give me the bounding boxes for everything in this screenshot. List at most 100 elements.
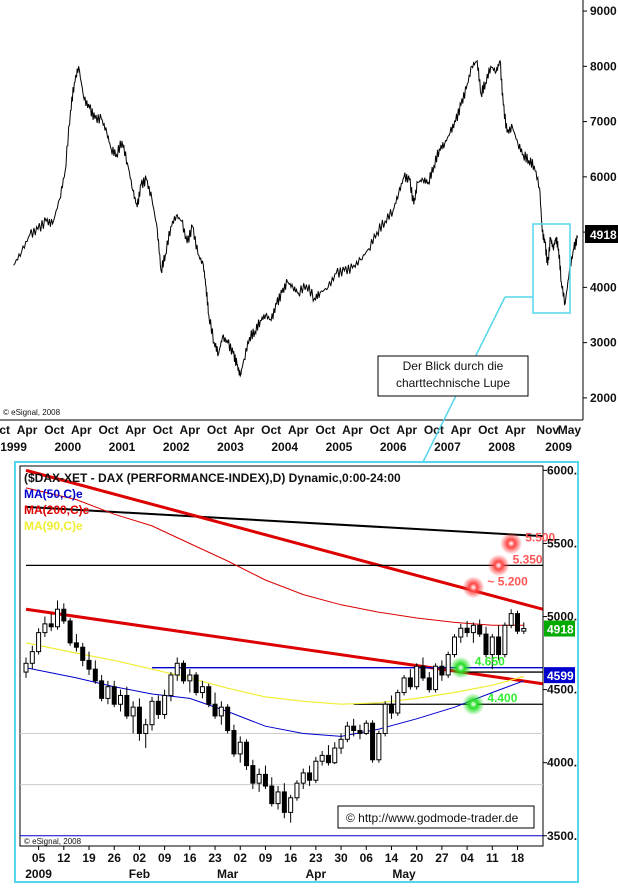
candle-body [489, 636, 495, 656]
overview-x-tick-month: Oct [261, 423, 281, 437]
candle-body [67, 620, 73, 644]
overview-x-tick-month: Nov [536, 423, 559, 437]
detail-x-ticks: 05 12 19 26 02 09 16 23 02 09 16 23 30 06 14 20 27 04 11 18… [25, 846, 524, 881]
candle-body [92, 668, 98, 682]
detail-credit: © eSignal, 2008 [24, 837, 82, 846]
candle-body [300, 772, 306, 784]
overview-x-tick-year: 2006 [380, 440, 407, 454]
overview-x-tick-month: Oct [424, 423, 444, 437]
candle-body [111, 686, 117, 705]
candle-body [199, 686, 205, 694]
candle-body [130, 706, 136, 717]
candle-body [313, 760, 319, 781]
candle-body [464, 627, 470, 634]
annotation-marker [449, 656, 472, 679]
overview-x-tick-year: 1999 [0, 440, 27, 454]
overview-x-tick-year: 2008 [488, 440, 515, 454]
candle-body [445, 654, 451, 676]
overview-y-tick-label: 8000 [590, 59, 617, 73]
overview-price-line [13, 59, 579, 378]
candle-body [124, 694, 130, 717]
candle-body [420, 665, 426, 679]
annotation-marker [500, 532, 523, 555]
candle-body [382, 703, 388, 734]
detail-y-tick-label: 6000. [547, 463, 577, 477]
detail-y-tick-label: 5500. [547, 536, 577, 550]
candle-body [521, 628, 527, 632]
legend-ma90: MA(90,C)e [24, 519, 83, 533]
overview-y-tick-label: 2000 [590, 391, 617, 405]
detail-trendline [25, 505, 543, 538]
candle-body [338, 738, 344, 749]
overview-x-tick-month: Oct [478, 423, 498, 437]
candle-body [344, 725, 350, 740]
overview-x-tick-month: Apr [234, 423, 255, 437]
candle-body [86, 659, 92, 670]
overview-y-ticks: 20003000400050006000700080009000 [583, 4, 617, 405]
overview-y-tick-label: 6000 [590, 170, 617, 184]
candle-body [168, 674, 174, 696]
overview-x-tick-month: Apr [17, 423, 38, 437]
detail-price-tag-label: 4918 [547, 623, 574, 637]
annotation-marker [462, 576, 485, 599]
detail-chart: 5.500 5.350 ~ 5.200 4.650 4.400 3500. 4000. 45… [14, 461, 579, 883]
annotation-label: 5.350 [513, 552, 543, 566]
detail-x-tick-day: 30 [334, 851, 348, 865]
detail-x-tick-month: Mar [217, 867, 239, 881]
candle-body [502, 624, 508, 656]
candle-body [281, 791, 287, 813]
detail-x-tick-month: May [392, 867, 416, 881]
candle-body [496, 636, 502, 656]
candle-body [433, 665, 439, 691]
detail-x-tick-day: 16 [284, 851, 298, 865]
source-text: © http://www.godmode-trader.de [346, 811, 519, 825]
overview-x-tick-month: Apr [288, 423, 309, 437]
overview-x-tick-month: May [558, 423, 582, 437]
ma50-line [25, 667, 524, 737]
candle-body [414, 665, 420, 688]
legend-ma200: MA(200,C)e [24, 503, 90, 517]
candle-body [401, 677, 407, 694]
candle-body [149, 700, 155, 726]
annotation-label: 4.400 [487, 691, 517, 705]
callout-text: Der Blick durch die charttechnische Lupe [395, 359, 511, 390]
detail-price-tags: 4918 4599 [544, 620, 575, 684]
overview-y-tick-label: 3000 [590, 336, 617, 350]
annotation-marker [487, 554, 510, 577]
overview-x-tick-month: Apr [71, 423, 92, 437]
detail-x-tick-month: Apr [306, 867, 327, 881]
candle-body [458, 627, 464, 638]
candle-body [48, 623, 54, 628]
candle-body [225, 706, 231, 732]
candle-body [332, 747, 338, 764]
candle-body [288, 797, 294, 813]
detail-price-tag-label: 4599 [547, 669, 574, 683]
candle-body [212, 703, 218, 717]
detail-x-tick-month: 2009 [25, 867, 52, 881]
ma200-line [25, 487, 524, 626]
candle-body [319, 754, 325, 762]
detail-x-tick-day: 04 [460, 851, 474, 865]
overview-x-tick-month: Oct [98, 423, 118, 437]
candle-body [477, 624, 483, 635]
candle-body [181, 662, 187, 682]
overview-x-tick-year: 2007 [434, 440, 461, 454]
candle-body [29, 651, 35, 664]
detail-y-tick-label: 3500. [547, 829, 577, 843]
candle-body [351, 725, 357, 732]
candle-body [370, 722, 376, 761]
candle-body [118, 694, 124, 705]
detail-x-tick-day: 11 [486, 851, 499, 865]
annotation-label: 4.650 [475, 655, 505, 669]
overview-x-tick-month: Apr [396, 423, 417, 437]
candle-body [407, 677, 413, 688]
overview-x-tick-year: 2004 [271, 440, 298, 454]
overview-y-tick-label: 4000 [590, 280, 617, 294]
detail-title: ($DAX-XET - DAX (PERFORMANCE-INDEX),D) D… [24, 471, 401, 485]
candle-body [73, 642, 79, 648]
overview-x-tick-month: Apr [125, 423, 146, 437]
candle-body [42, 623, 48, 634]
detail-annotations: 5.500 5.350 ~ 5.200 4.650 4.400 [449, 530, 556, 716]
candle-body [269, 785, 275, 805]
